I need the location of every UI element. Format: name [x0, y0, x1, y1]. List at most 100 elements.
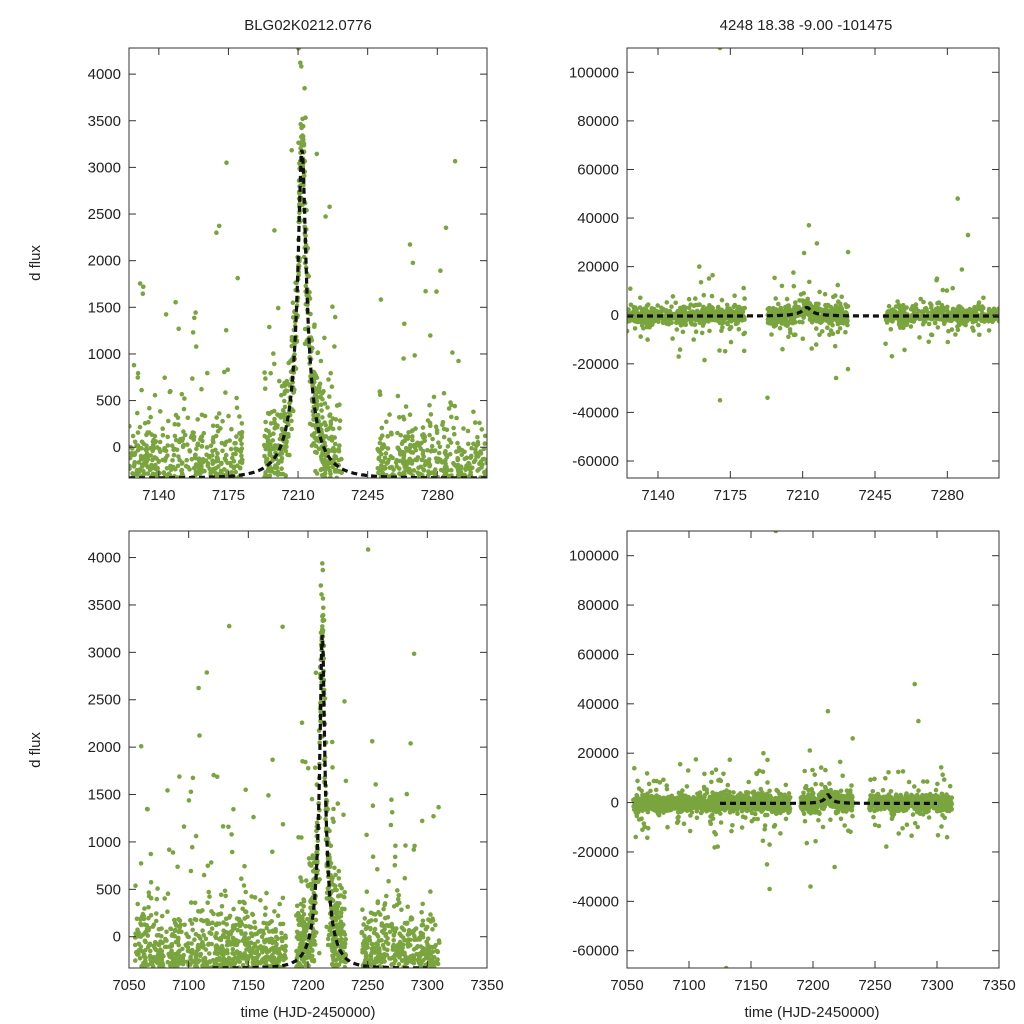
data-point [423, 288, 428, 294]
data-point [483, 471, 487, 477]
data-point [318, 394, 323, 399]
data-point [263, 472, 268, 478]
data-point [767, 320, 772, 326]
data-point [316, 389, 321, 395]
data-point [148, 851, 154, 857]
data-point [140, 291, 146, 297]
data-point [449, 467, 454, 473]
data-point [139, 387, 144, 393]
data-point [313, 443, 319, 449]
data-point [932, 320, 938, 325]
data-point [727, 326, 733, 331]
data-point [406, 937, 411, 942]
data-point [388, 454, 394, 459]
y-tick-label: 500 [96, 881, 121, 898]
data-point [418, 446, 424, 452]
data-point [442, 472, 448, 477]
data-point [317, 381, 323, 387]
data-point [830, 322, 835, 328]
data-point [395, 888, 400, 893]
data-point [204, 445, 210, 450]
data-point [397, 900, 402, 906]
data-point [267, 473, 273, 478]
data-point [922, 316, 928, 322]
panel-top-right: -60000-40000-200000200004000060000800001… [569, 47, 1000, 504]
data-point [129, 466, 132, 471]
data-point [216, 223, 222, 229]
data-point [294, 929, 300, 935]
data-point [334, 403, 340, 408]
data-point [242, 863, 247, 869]
data-point [165, 891, 171, 896]
data-point [222, 456, 228, 461]
data-point [278, 432, 284, 438]
data-point [412, 843, 417, 849]
data-point [463, 465, 469, 471]
data-point [319, 719, 324, 725]
data-point [407, 412, 413, 418]
data-point [268, 421, 274, 426]
data-point [267, 929, 272, 934]
data-point [804, 298, 809, 304]
data-point [279, 450, 284, 455]
data-point [271, 351, 276, 356]
data-point [310, 422, 315, 428]
data-point [336, 446, 342, 452]
data-point [242, 934, 247, 940]
data-point [639, 323, 645, 328]
data-point [783, 322, 788, 328]
data-point [329, 739, 335, 745]
data-point [336, 876, 342, 881]
data-point [133, 958, 138, 963]
data-point [706, 319, 711, 324]
data-point [741, 348, 747, 354]
x-tick-label: 7300 [411, 977, 444, 994]
data-point [150, 471, 156, 477]
data-point [394, 457, 400, 463]
data-point [917, 335, 922, 340]
data-point [228, 446, 234, 452]
data-point [479, 427, 485, 432]
data-point [151, 955, 157, 960]
data-point [465, 428, 471, 434]
data-point [262, 912, 268, 917]
data-point [801, 790, 806, 796]
data-point [475, 468, 480, 473]
data-point [370, 803, 376, 808]
y-tick-label: 4000 [88, 66, 121, 83]
data-point [188, 917, 193, 923]
data-point [148, 913, 154, 918]
data-point [772, 275, 777, 281]
data-point [480, 456, 486, 462]
data-point [443, 225, 449, 231]
data-point [262, 370, 267, 375]
x-tick-label: 7245 [858, 487, 891, 504]
data-point [179, 461, 185, 466]
data-point [955, 327, 961, 333]
data-point [148, 948, 153, 954]
data-point [322, 471, 328, 476]
data-point [166, 847, 172, 852]
x-tick-label: 7280 [421, 487, 454, 504]
data-point [280, 624, 285, 630]
data-point [135, 410, 140, 416]
data-point [157, 964, 162, 968]
data-point [332, 344, 337, 349]
data-point [645, 320, 650, 326]
data-point [718, 310, 724, 316]
data-point [231, 807, 236, 812]
data-point [835, 282, 841, 288]
data-point [280, 822, 286, 827]
data-point [305, 765, 311, 771]
data-point [801, 290, 806, 296]
data-point [298, 941, 303, 947]
data-point [193, 917, 199, 923]
data-point [138, 916, 143, 922]
data-point [334, 475, 340, 478]
data-point [427, 432, 432, 438]
data-point [189, 921, 195, 926]
data-point [323, 816, 328, 822]
data-point [206, 942, 211, 947]
data-point [251, 814, 256, 820]
x-tick-label: 7210 [786, 487, 819, 504]
